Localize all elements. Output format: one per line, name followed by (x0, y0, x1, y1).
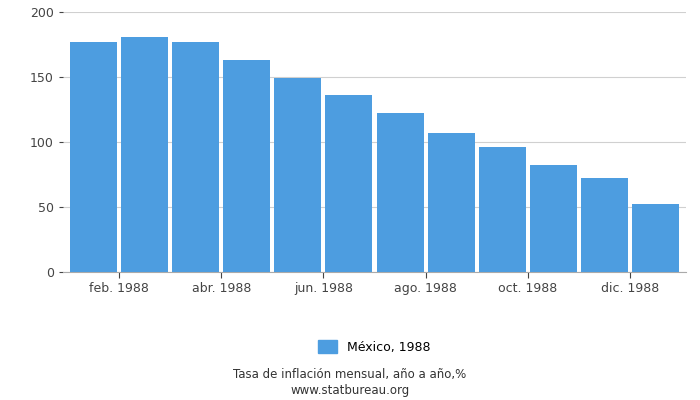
Bar (274, 78, 321, 272)
Bar (223, 60, 270, 272)
Bar (70, 42, 117, 272)
Text: Tasa de inflación mensual, año a año,%: Tasa de inflación mensual, año a año,% (233, 368, 467, 381)
Bar (479, 147, 526, 272)
Bar (581, 178, 628, 272)
Bar (632, 204, 679, 272)
Text: www.statbureau.org: www.statbureau.org (290, 384, 410, 397)
Bar (377, 114, 424, 272)
Bar (172, 42, 219, 272)
Legend: México, 1988: México, 1988 (314, 336, 435, 359)
Bar (326, 95, 372, 272)
Bar (121, 37, 168, 272)
Bar (530, 166, 577, 272)
Bar (428, 133, 475, 272)
